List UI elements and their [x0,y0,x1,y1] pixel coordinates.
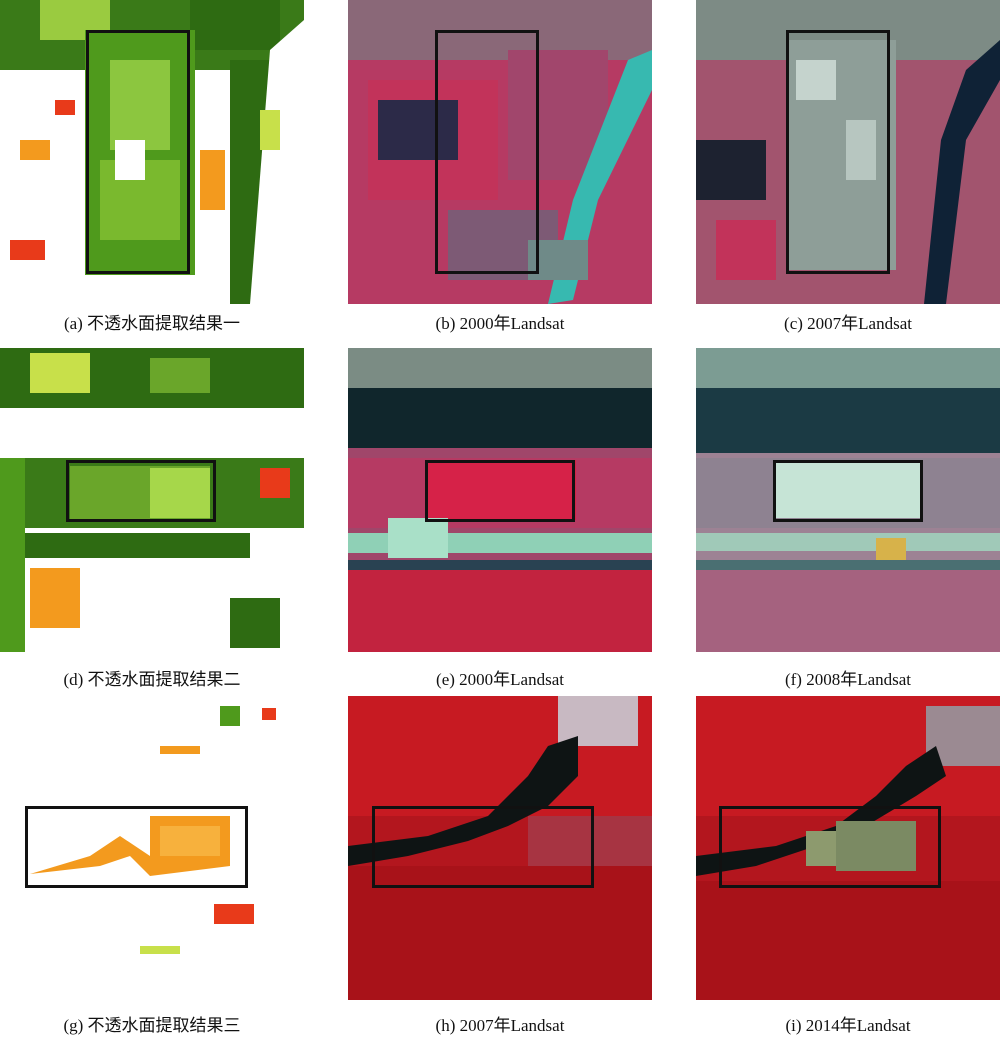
panel-a-impervious-map-1 [0,0,304,304]
panel-i-landsat-2014 [696,696,1000,1000]
caption-a: (a) 不透水面提取结果一 [63,314,241,333]
panel-f-landsat-2008 [696,348,1000,652]
caption-g: (g) 不透水面提取结果三 [63,1016,241,1035]
caption-b: (b) 2000年Landsat [435,314,565,333]
panel-g-impervious-map-3 [0,696,304,1000]
panel-e-landsat-2000 [348,348,652,652]
highlight-box [66,460,216,522]
highlight-box [786,30,890,274]
highlight-box [425,460,575,522]
panel-b-landsat-2000 [348,0,652,304]
highlight-box [719,806,941,888]
highlight-box [25,806,248,888]
caption-i: (i) 2014年Landsat [785,1016,911,1035]
highlight-box [773,460,923,522]
caption-f: (f) 2008年Landsat [784,670,912,689]
highlight-box [86,30,190,274]
caption-d: (d) 不透水面提取结果二 [63,670,241,689]
caption-h: (h) 2007年Landsat [435,1016,565,1035]
panel-d-impervious-map-2 [0,348,304,652]
highlight-box [372,806,594,888]
caption-e: (e) 2000年Landsat [436,670,564,689]
panel-c-landsat-2007 [696,0,1000,304]
panel-h-landsat-2007 [348,696,652,1000]
highlight-box [435,30,539,274]
caption-c: (c) 2007年Landsat [784,314,912,333]
